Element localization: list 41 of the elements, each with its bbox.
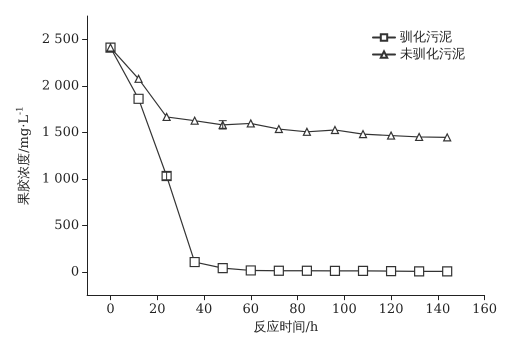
y-axis-title: 果胶浓度/mg·L-1 xyxy=(16,106,32,205)
point xyxy=(274,266,284,276)
x-tick-label: 0 xyxy=(106,302,115,318)
point xyxy=(218,263,228,274)
y-tick-label: 2 000 xyxy=(42,78,80,94)
point xyxy=(358,130,368,138)
point xyxy=(386,131,396,140)
legend-label: 未驯化污泥 xyxy=(400,47,465,62)
point xyxy=(190,256,200,268)
y-tick-label: 1 500 xyxy=(42,124,80,140)
point xyxy=(302,128,311,136)
x-tick-label: 80 xyxy=(289,302,306,318)
y-tick-label: 0 xyxy=(70,264,80,280)
x-tick-label: 60 xyxy=(242,302,260,318)
point xyxy=(246,119,255,128)
point xyxy=(246,265,256,276)
point xyxy=(443,133,452,142)
point xyxy=(415,132,424,142)
point xyxy=(330,126,340,134)
point xyxy=(386,266,396,276)
x-tick-label: 40 xyxy=(196,302,212,318)
y-tick-label: 500 xyxy=(54,218,80,233)
point xyxy=(162,112,171,122)
x-tick-label: 120 xyxy=(378,302,404,318)
point xyxy=(358,266,368,276)
legend-label: 驯化污泥 xyxy=(400,30,452,45)
point xyxy=(133,94,144,104)
x-tick-label: 140 xyxy=(425,302,450,318)
y-tick-label: 2 500 xyxy=(42,32,80,47)
x-axis-title: 反应时间/h xyxy=(253,319,319,335)
point xyxy=(190,116,199,125)
point xyxy=(134,74,143,83)
x-tick-label: 160 xyxy=(472,302,498,318)
point xyxy=(414,266,424,276)
point xyxy=(442,266,452,276)
x-tick-label: 20 xyxy=(148,302,166,318)
point xyxy=(302,266,312,276)
x-tick-label: 100 xyxy=(332,302,357,318)
point xyxy=(330,266,340,276)
point xyxy=(274,124,283,134)
y-tick-label: 1 000 xyxy=(42,171,80,186)
